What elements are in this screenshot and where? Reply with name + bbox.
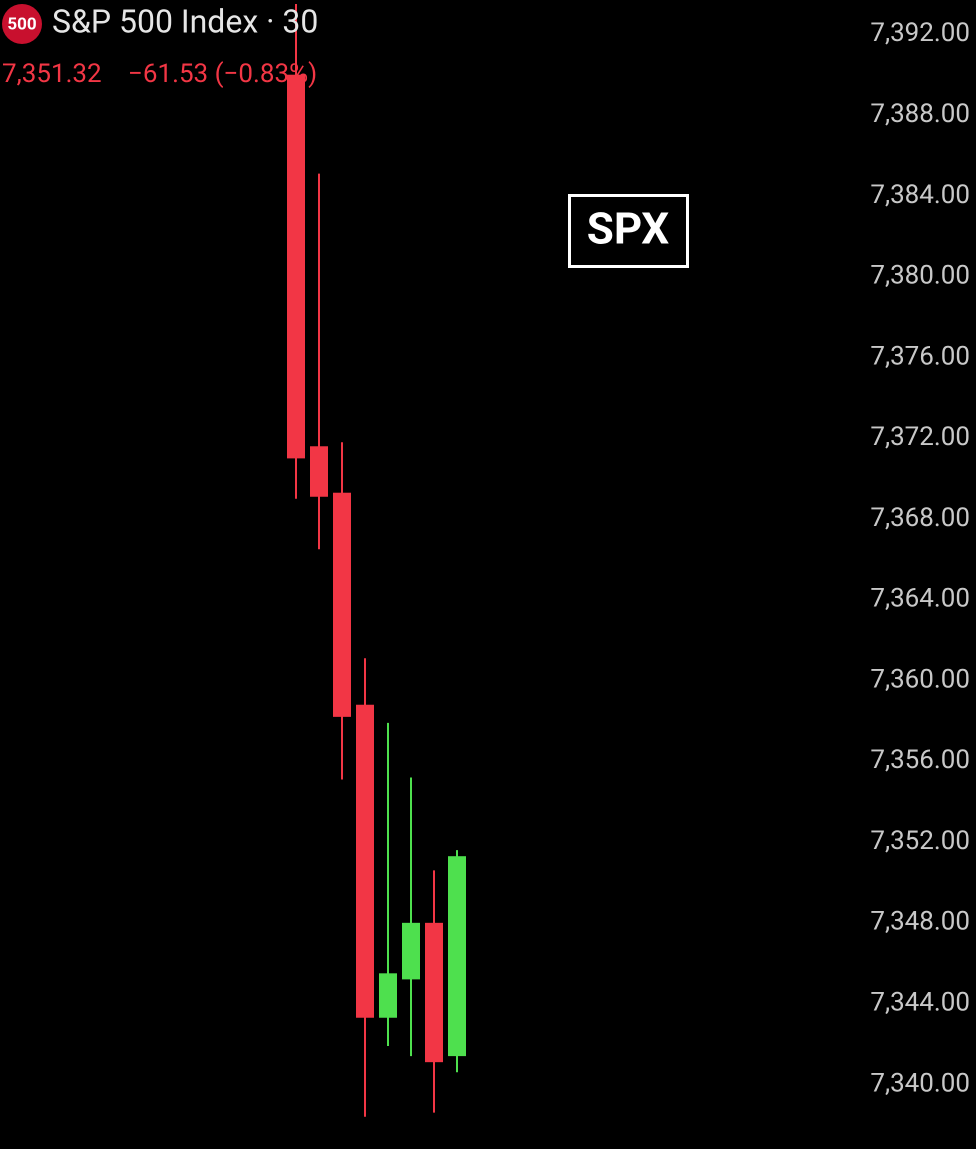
chart-title: S&P 500 Index · 30 xyxy=(52,2,318,40)
price: 7,351.32 xyxy=(2,59,102,89)
y-tick-label: 7,376.00 xyxy=(870,341,970,371)
y-tick-label: 7,392.00 xyxy=(870,18,970,48)
candle-body xyxy=(425,922,443,1063)
candle-body xyxy=(333,492,351,717)
y-tick-label: 7,340.00 xyxy=(870,1068,970,1098)
badge-circle xyxy=(2,4,42,44)
plot-area xyxy=(287,4,466,1117)
y-tick-label: 7,344.00 xyxy=(870,987,970,1017)
annotation: SPX xyxy=(587,203,669,255)
y-axis: 7,392.00 7,388.00 7,384.00 7,380.00 7,376.00… xyxy=(870,18,976,1098)
y-tick-label: 7,364.00 xyxy=(870,584,970,614)
badge-text: 500 xyxy=(7,14,36,34)
y-tick-label: 7,356.00 xyxy=(870,745,970,775)
candle-body xyxy=(356,704,374,1018)
y-tick-label: 7,372.00 xyxy=(870,422,970,452)
y-tick-label: 7,388.00 xyxy=(870,99,970,129)
y-tick-label: 7,352.00 xyxy=(870,826,970,856)
candle-body xyxy=(448,856,466,1057)
candle-body xyxy=(310,446,328,497)
y-tick-label: 7,360.00 xyxy=(870,664,970,694)
candle-body xyxy=(402,922,420,980)
y-tick-label: 7,384.00 xyxy=(870,180,970,210)
annotation-box xyxy=(568,194,689,268)
y-tick-label: 7,348.00 xyxy=(870,907,970,937)
price-change: −61.53 (−0.83%) xyxy=(128,59,317,89)
header: 500 S&P 500 Index · 30 7,351.32 −61.53 (… xyxy=(2,2,318,89)
candle-body xyxy=(287,74,305,459)
y-tick-label: 7,368.00 xyxy=(870,503,970,533)
y-tick-label: 7,380.00 xyxy=(870,261,970,291)
candle-body xyxy=(379,973,397,1018)
